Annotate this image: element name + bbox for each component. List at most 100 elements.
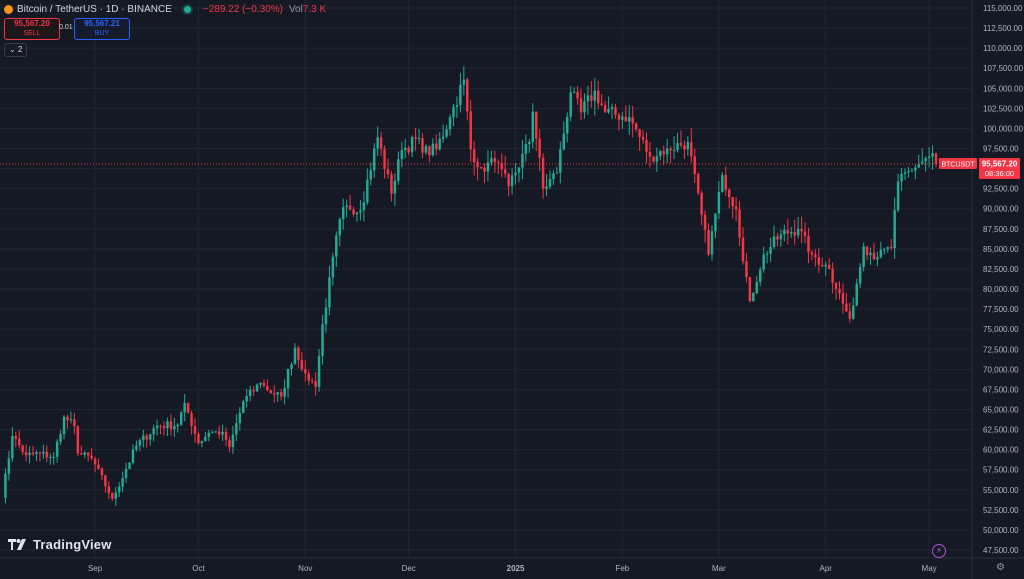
- sell-price: 95,567.20: [14, 19, 50, 28]
- candle-body: [865, 246, 869, 256]
- candle-body: [231, 434, 235, 448]
- symbol-title[interactable]: Bitcoin / TetherUS · 1D · BINANCE: [17, 3, 172, 15]
- candle-body: [679, 143, 683, 146]
- candle-body: [224, 431, 228, 440]
- candle-body: [762, 254, 765, 270]
- candle-body: [428, 146, 431, 156]
- candle-body: [648, 151, 652, 157]
- candle-body: [676, 143, 679, 151]
- candle-body: [521, 153, 524, 168]
- candle-body: [159, 425, 162, 427]
- candle-body: [238, 412, 242, 424]
- candle-body: [927, 156, 931, 159]
- y-tick-label: 112,500.00: [983, 24, 1023, 33]
- y-tick-label: 110,000.00: [983, 44, 1023, 53]
- chevron-down-icon: ⌄: [9, 45, 16, 54]
- candle-body: [586, 95, 590, 102]
- y-tick-label: 102,500.00: [983, 104, 1024, 113]
- candle-body: [714, 213, 717, 232]
- candle-body: [210, 432, 214, 434]
- candle-body: [179, 412, 183, 425]
- candle-body: [562, 133, 566, 150]
- candle-body: [104, 475, 107, 487]
- candle-body: [338, 219, 341, 236]
- candle-body: [228, 439, 231, 448]
- candle-body: [576, 91, 579, 99]
- candle-body: [117, 486, 121, 493]
- candle-body: [786, 229, 790, 234]
- buy-price: 95,567.21: [84, 19, 120, 28]
- candle-body: [769, 247, 772, 254]
- candle-body: [758, 269, 762, 283]
- candle-body: [776, 236, 779, 240]
- candle-body: [517, 167, 521, 173]
- candle-body: [73, 419, 76, 427]
- y-tick-label: 75,000.00: [983, 325, 1019, 334]
- candle-body: [441, 136, 445, 139]
- candle-body: [569, 92, 572, 117]
- candle-body: [348, 205, 352, 210]
- candle-body: [69, 419, 73, 421]
- candle-body: [366, 179, 369, 203]
- y-tick-label: 55,000.00: [983, 486, 1019, 495]
- candle-body: [472, 149, 476, 163]
- candle-body: [790, 232, 793, 234]
- candle-body: [862, 246, 865, 267]
- tradingview-logo[interactable]: TradingView: [8, 537, 112, 552]
- candle-body: [696, 173, 700, 193]
- candle-body: [424, 146, 428, 153]
- candle-body: [717, 191, 721, 214]
- candles-group: [4, 66, 938, 507]
- candle-body: [510, 175, 514, 187]
- candle-body: [383, 148, 386, 170]
- candle-body: [572, 91, 576, 93]
- candle-body: [662, 151, 665, 155]
- symbol-legend[interactable]: Bitcoin / TetherUS · 1D · BINANCE −289.2…: [4, 2, 326, 16]
- candle-body: [483, 167, 486, 172]
- candle-body: [845, 303, 848, 312]
- candle-body: [131, 449, 135, 463]
- market-open-icon: [183, 5, 191, 13]
- last-price-background: [979, 158, 1020, 180]
- x-tick-label: Apr: [819, 564, 832, 573]
- y-tick-label: 115,000.00: [983, 4, 1023, 13]
- gear-icon[interactable]: ⚙: [996, 562, 1005, 573]
- buy-button[interactable]: 95,567.21 BUY: [74, 18, 130, 40]
- candle-body: [152, 428, 155, 435]
- indicators-toggle-button[interactable]: ⌄ 2: [4, 43, 28, 57]
- candle-body: [503, 169, 507, 174]
- candle-body: [83, 452, 86, 455]
- candle-body: [617, 114, 621, 120]
- candle-body: [497, 162, 500, 164]
- candle-body: [883, 249, 886, 251]
- candle-body: [197, 433, 200, 444]
- candle-body: [734, 206, 738, 210]
- candle-body: [276, 392, 279, 395]
- y-tick-label: 65,000.00: [983, 405, 1019, 414]
- candle-body: [121, 477, 124, 487]
- candle-body: [369, 170, 373, 180]
- candle-body: [362, 202, 366, 211]
- x-tick-label: 2025: [507, 564, 525, 573]
- candle-body: [59, 434, 62, 442]
- volume-label: Vol: [288, 3, 303, 15]
- candle-body: [386, 169, 390, 175]
- candle-body: [255, 384, 259, 392]
- sell-button[interactable]: 95,567.20 SELL: [4, 18, 60, 40]
- candle-body: [62, 416, 66, 435]
- candle-body: [765, 253, 769, 255]
- candle-body: [300, 359, 304, 370]
- candle-body: [600, 103, 603, 106]
- lightning-icon[interactable]: ⚡: [932, 544, 946, 558]
- candle-body: [304, 369, 307, 374]
- candle-body: [207, 432, 211, 437]
- candle-body: [31, 452, 35, 455]
- candle-body: [111, 493, 114, 499]
- candle-body: [321, 324, 324, 357]
- candle-body: [903, 172, 907, 174]
- candle-body: [297, 347, 300, 360]
- candle-body: [169, 421, 173, 430]
- candle-body: [552, 173, 555, 180]
- candle-body: [493, 158, 497, 163]
